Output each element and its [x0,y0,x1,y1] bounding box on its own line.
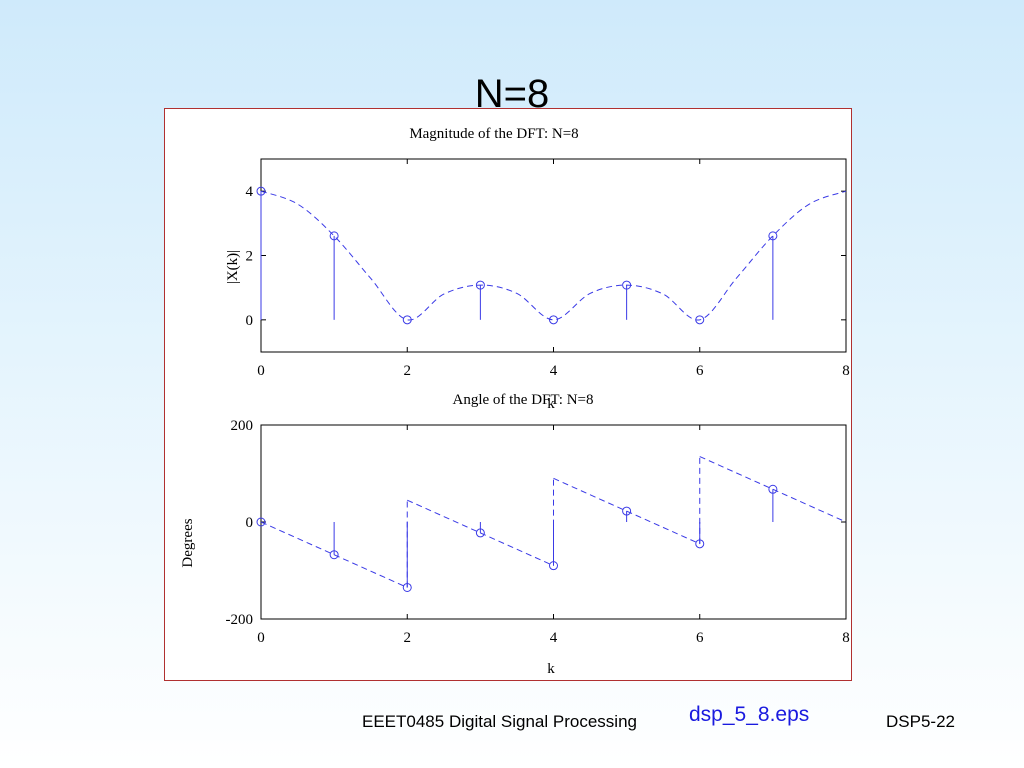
angle-plot: Angle of the DFT: N=8 k Degrees 0 2 4 6 8 -20… [180,392,850,677]
angle-stem-marker [768,484,778,494]
magnitude-stem-marker [256,186,266,196]
angle-xtick-label: 8 [842,630,850,646]
magnitude-stem-marker [475,280,485,290]
angle-xtick-label: 0 [257,630,265,646]
magnitude-stems [256,186,778,325]
angle-ytick-label: -200 [226,612,254,628]
magnitude-axes-box [260,158,847,353]
angle-stem-marker [622,506,632,516]
magnitude-stem-marker [402,315,412,325]
angle-stem-marker [475,528,485,538]
dft-figure: Magnitude of the DFT: N=8 k |X(k)| 0 2 4 6 8… [180,126,850,677]
figure-frame: Magnitude of the DFT: N=8 k |X(k)| 0 2 4 6 8… [164,108,852,681]
angle-stem-marker [549,561,558,571]
magnitude-stem-marker [695,315,705,325]
magnitude-envelope [260,190,847,321]
magnitude-stem-marker [549,315,558,325]
angle-stem-marker [256,517,266,527]
angle-ylabel: Degrees [180,518,196,567]
magnitude-stem-marker [622,280,632,290]
magnitude-xtick-label: 6 [696,363,704,379]
footer-page-number: DSP5-22 [886,712,955,731]
angle-ytick-label: 0 [246,515,254,531]
footer-file-link[interactable]: dsp_5_8.eps [689,703,810,726]
magnitude-stem-marker [768,231,778,241]
magnitude-ticks: 0 2 4 6 8 0 2 4 [246,159,850,379]
angle-stem-marker [695,539,705,549]
magnitude-xlabel: k [547,396,555,412]
angle-title: Angle of the DFT: N=8 [452,392,593,408]
magnitude-ytick-label: 2 [246,249,254,265]
magnitude-xtick-label: 8 [842,363,850,379]
magnitude-xtick-label: 0 [257,363,265,379]
magnitude-ytick-label: 0 [246,313,254,329]
angle-stem-marker [402,582,412,592]
angle-xlabel: k [547,661,555,677]
magnitude-ytick-label: 4 [246,184,254,200]
angle-xtick-label: 4 [550,630,558,646]
angle-xtick-label: 2 [404,630,412,646]
magnitude-stem-marker [329,231,339,241]
angle-xtick-label: 6 [696,630,704,646]
angle-stems [256,484,778,592]
footer-course-name: EEET0485 Digital Signal Processing [362,712,637,731]
angle-stem-marker [329,550,339,560]
magnitude-title: Magnitude of the DFT: N=8 [409,126,578,142]
magnitude-envelope-line [260,190,847,321]
angle-ytick-label: 200 [231,418,254,434]
magnitude-ylabel: |X(k)| [225,250,241,284]
magnitude-plot: Magnitude of the DFT: N=8 k |X(k)| 0 2 4 6 8… [225,126,850,412]
magnitude-xtick-label: 2 [404,363,412,379]
magnitude-xtick-label: 4 [550,363,558,379]
